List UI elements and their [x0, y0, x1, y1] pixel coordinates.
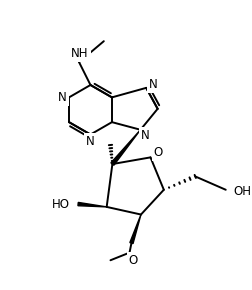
Text: O: O	[129, 254, 138, 267]
Text: OH: OH	[233, 185, 251, 198]
Text: HO: HO	[52, 197, 70, 211]
Polygon shape	[111, 130, 141, 165]
Text: N: N	[86, 135, 95, 148]
Text: O: O	[153, 146, 163, 159]
Polygon shape	[130, 215, 141, 244]
Text: N: N	[148, 79, 157, 91]
Text: NH: NH	[71, 47, 89, 60]
Polygon shape	[78, 202, 107, 207]
Text: N: N	[141, 129, 150, 142]
Text: N: N	[58, 91, 67, 104]
